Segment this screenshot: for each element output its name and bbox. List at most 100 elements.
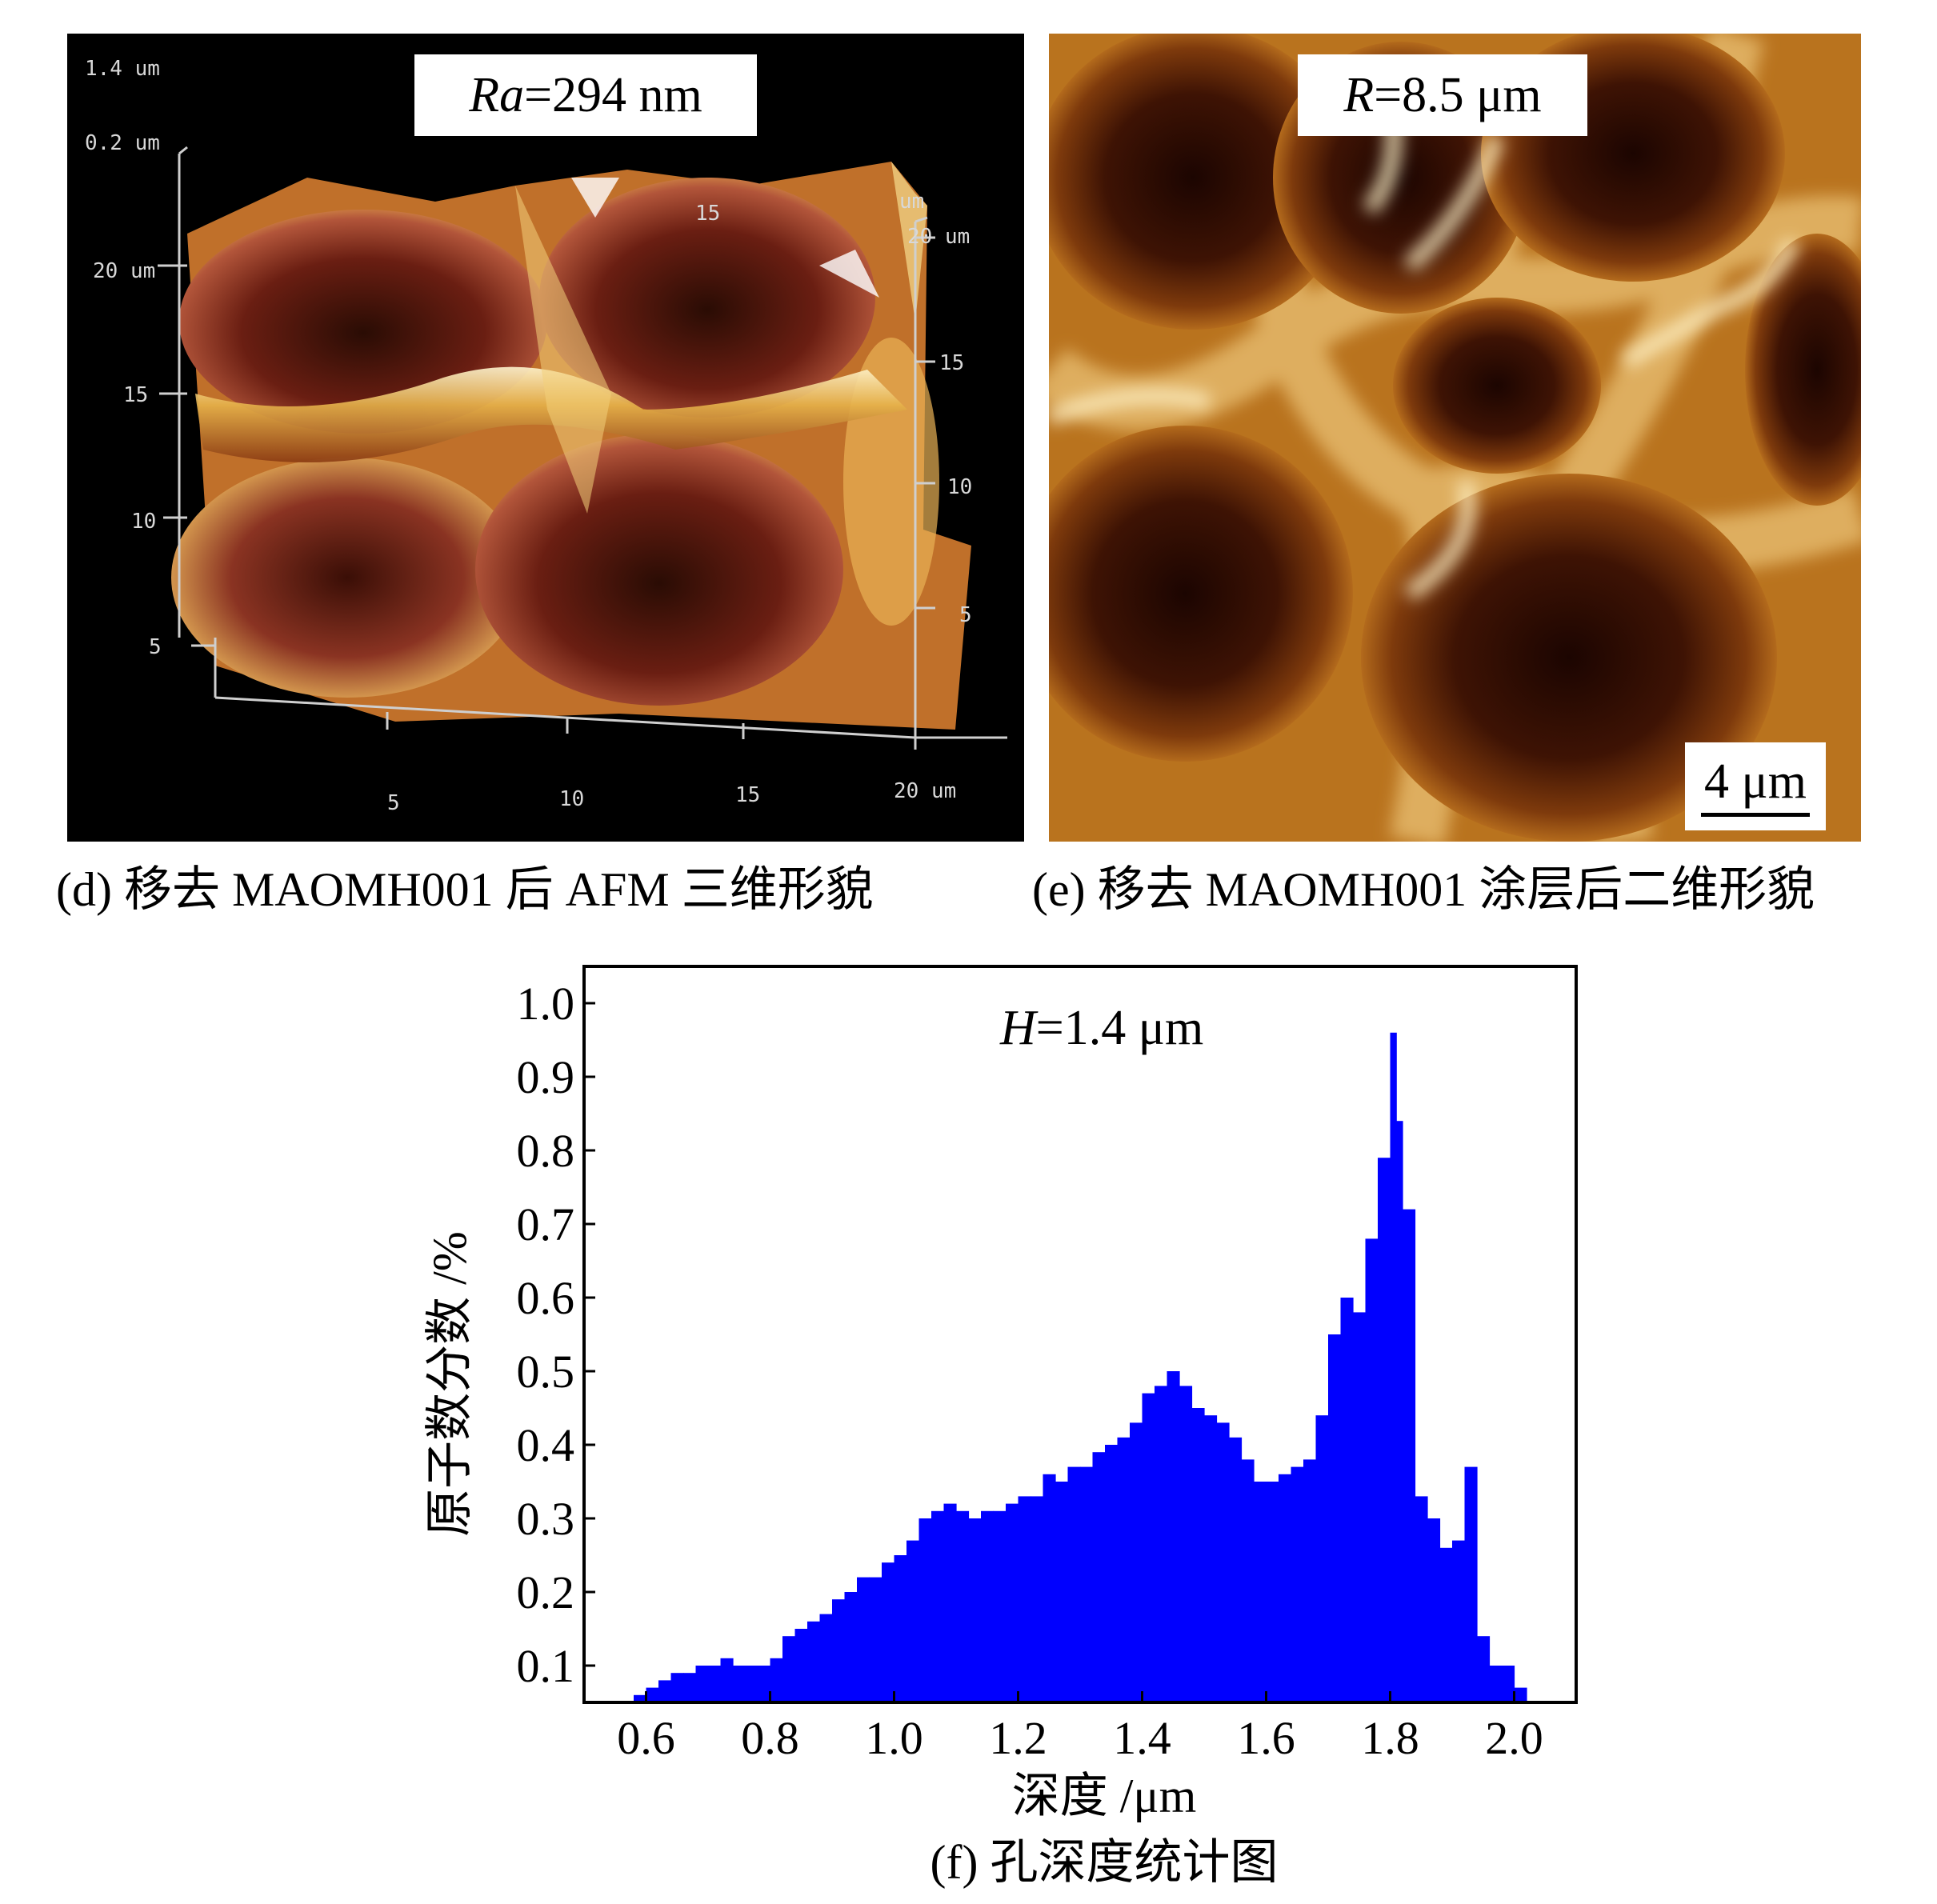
right-tick-20: 20 um bbox=[907, 225, 970, 249]
histogram-bar bbox=[1315, 1415, 1329, 1702]
histogram-bar bbox=[906, 1540, 920, 1702]
afm-2d-heightmap bbox=[1049, 34, 1861, 842]
y-axis-title: 原子数分数 /% bbox=[423, 1231, 476, 1537]
histogram-bar bbox=[968, 1518, 982, 1702]
left-tick-15: 15 bbox=[123, 383, 148, 407]
histogram-bar bbox=[708, 1666, 722, 1702]
y-tick-label: 1.0 bbox=[517, 978, 575, 1030]
histogram-bar bbox=[658, 1680, 672, 1702]
histogram-bar bbox=[670, 1673, 684, 1702]
histogram-bar bbox=[1291, 1466, 1304, 1702]
histogram-bar bbox=[1216, 1422, 1230, 1702]
scale-bar-line bbox=[1701, 812, 1810, 817]
afm-3d-image: 1.4 um 0.2 um 20 um 15 10 5 15 um 20 um … bbox=[67, 34, 1024, 842]
histogram-bar bbox=[1043, 1474, 1056, 1702]
histogram-bar bbox=[1241, 1459, 1255, 1702]
histogram-bar bbox=[770, 1658, 783, 1702]
histogram-bar bbox=[1179, 1386, 1193, 1702]
histogram-bar bbox=[1415, 1496, 1428, 1702]
scale-bar: 4 μm bbox=[1685, 742, 1826, 830]
x-tick-label: 1.8 bbox=[1361, 1712, 1419, 1764]
histogram-bar bbox=[1092, 1452, 1106, 1702]
histogram-bar bbox=[1477, 1636, 1491, 1702]
histogram-bar bbox=[1142, 1393, 1155, 1702]
y-axis-ticks: 0.1 0.2 0.3 0.4 0.5 0.6 0.7 0.8 0.9 1.0 bbox=[517, 978, 595, 1692]
histogram-bar bbox=[1067, 1466, 1081, 1702]
x-tick-label: 2.0 bbox=[1485, 1712, 1543, 1764]
histogram-bar bbox=[1254, 1482, 1267, 1702]
histogram-bar bbox=[1427, 1518, 1441, 1702]
histogram-bar bbox=[1266, 1482, 1279, 1702]
y-tick-label: 0.6 bbox=[517, 1272, 575, 1324]
histogram-bar bbox=[1155, 1386, 1168, 1702]
histogram-bar bbox=[993, 1510, 1007, 1702]
bottom-tick-20: 20 um bbox=[894, 779, 956, 803]
ra-annotation: Ra =294 nm bbox=[414, 54, 757, 136]
pore-depth-histogram: 0.6 0.8 1.0 1.2 1.4 1.6 1.8 2.0 0.1 0.2 0.3 0.4 0.5… bbox=[423, 965, 1578, 1889]
histogram-bar bbox=[1018, 1496, 1031, 1702]
histogram-bar bbox=[918, 1518, 932, 1702]
histogram-bar bbox=[745, 1666, 758, 1702]
y-tick-label: 0.3 bbox=[517, 1493, 575, 1545]
y-tick-label: 0.5 bbox=[517, 1346, 575, 1398]
x-axis-title: 深度 /μm bbox=[1012, 1770, 1197, 1822]
histogram-bar bbox=[1279, 1474, 1292, 1702]
histogram-bar bbox=[1031, 1496, 1044, 1702]
y-tick-label: 0.1 bbox=[517, 1640, 575, 1692]
top-tick-15: 15 bbox=[695, 202, 720, 226]
x-axis-ticks: 0.6 0.8 1.0 1.2 1.4 1.6 1.8 2.0 bbox=[617, 1691, 1543, 1764]
histogram-bar bbox=[1303, 1459, 1317, 1702]
left-tick-20: 20 um bbox=[93, 259, 155, 283]
caption-e: (e) 移去 MAOMH001 涂层后二维形貌 bbox=[1032, 863, 1815, 916]
x-tick-label: 1.0 bbox=[865, 1712, 923, 1764]
histogram-bar bbox=[1328, 1334, 1342, 1702]
histogram-bars bbox=[634, 1032, 1527, 1702]
histogram-bar bbox=[1353, 1312, 1367, 1702]
histogram-bar bbox=[1365, 1238, 1379, 1702]
right-tick-15: 15 bbox=[939, 351, 964, 375]
x-tick-label: 1.2 bbox=[989, 1712, 1047, 1764]
histogram-bar bbox=[683, 1673, 697, 1702]
caption-d: (d) 移去 MAOMH001 后 AFM 三维形貌 bbox=[56, 863, 874, 916]
histogram-bar bbox=[981, 1510, 995, 1702]
histogram-bar bbox=[869, 1577, 882, 1702]
histogram-bar bbox=[1117, 1437, 1131, 1702]
y-tick-label: 0.9 bbox=[517, 1051, 575, 1103]
histogram-bar bbox=[956, 1510, 970, 1702]
histogram-bar bbox=[733, 1666, 746, 1702]
histogram-bar bbox=[782, 1636, 796, 1702]
histogram-bar bbox=[882, 1562, 895, 1702]
histogram-bar bbox=[695, 1666, 709, 1702]
histogram-bar bbox=[1452, 1540, 1466, 1702]
caption-f: (f) 孔深度统计图 bbox=[930, 1836, 1279, 1889]
histogram-bar bbox=[807, 1621, 821, 1702]
histogram-bar bbox=[1055, 1482, 1069, 1702]
histogram-bar bbox=[819, 1614, 833, 1702]
x-tick-label: 1.4 bbox=[1113, 1712, 1171, 1764]
y-tick-label: 0.2 bbox=[517, 1566, 575, 1618]
histogram-bar bbox=[1080, 1466, 1094, 1702]
histogram-bar bbox=[1191, 1408, 1205, 1702]
histogram-bar bbox=[1403, 1209, 1416, 1702]
histogram-bar bbox=[1464, 1466, 1478, 1702]
histogram-bar bbox=[646, 1687, 659, 1702]
right-tick-5: 5 bbox=[959, 603, 972, 627]
right-axis-unit: um bbox=[899, 190, 924, 214]
y-tick-label: 0.7 bbox=[517, 1198, 575, 1250]
afm-2d-image: R =8.5 μm 4 μm bbox=[1049, 34, 1861, 842]
histogram-bar bbox=[1006, 1503, 1019, 1702]
x-tick-label: 0.6 bbox=[617, 1712, 675, 1764]
histogram-bar bbox=[1204, 1415, 1218, 1702]
histogram-bar bbox=[1378, 1158, 1391, 1702]
histogram-bar bbox=[758, 1666, 771, 1702]
histogram-bar bbox=[894, 1555, 907, 1702]
histogram-bar bbox=[1167, 1371, 1180, 1702]
scale-bar-label: 4 μm bbox=[1704, 754, 1807, 809]
histogram-bar bbox=[1396, 1121, 1403, 1702]
bottom-tick-10: 10 bbox=[559, 787, 584, 811]
histogram-bar bbox=[1105, 1445, 1119, 1702]
histogram-bar bbox=[1514, 1687, 1527, 1702]
y-tick-label: 0.8 bbox=[517, 1125, 575, 1177]
histogram-bar bbox=[857, 1577, 870, 1702]
bottom-tick-5: 5 bbox=[387, 791, 400, 815]
